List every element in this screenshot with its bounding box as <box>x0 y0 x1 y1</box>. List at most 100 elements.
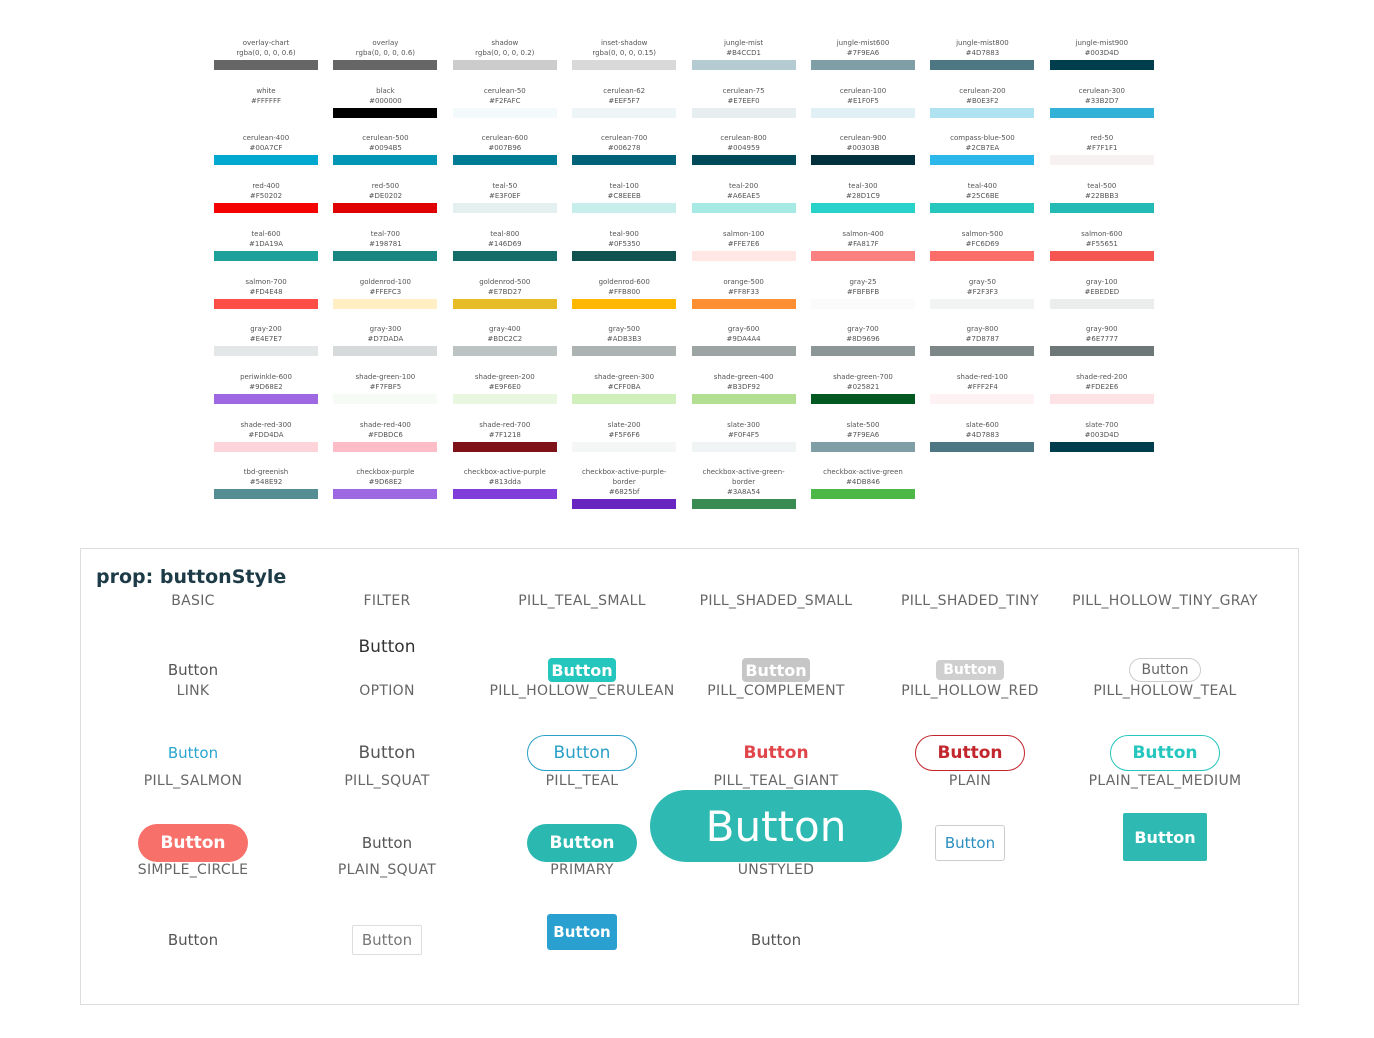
button[interactable]: Button <box>167 661 219 679</box>
button[interactable]: Button <box>527 824 637 862</box>
swatch-value: #813dda <box>488 478 521 487</box>
swatch-bar <box>930 107 1035 118</box>
swatch-name: teal-100 <box>609 182 639 191</box>
button[interactable]: Button <box>352 925 422 955</box>
button[interactable]: Button <box>650 790 902 862</box>
button[interactable]: Button <box>361 834 413 852</box>
swatch: teal-700 #198781 <box>333 229 438 261</box>
swatch-name: shade-red-300 <box>240 420 292 429</box>
swatch-value: #003D4D <box>1084 49 1120 57</box>
swatch-name: salmon-100 <box>722 229 765 238</box>
swatch-value: #9D68E2 <box>249 382 283 391</box>
swatch-value: #DE0202 <box>368 192 403 201</box>
swatch-bar <box>1049 203 1154 214</box>
button-style-label: BASIC <box>171 593 215 609</box>
swatch-value: #BDC2C2 <box>487 335 523 344</box>
swatch: orange-500 #FF8F33 <box>691 277 796 309</box>
swatch-value: #9D68E2 <box>368 478 403 487</box>
swatch: inset-shadow rgba(0, 0, 0, 0.15) <box>572 38 677 70</box>
swatch-name: gray-600 <box>727 325 760 334</box>
swatch-name: teal-50 <box>492 182 518 191</box>
button[interactable]: Button <box>743 743 809 763</box>
swatch: checkbox-purple #9D68E2 <box>333 467 438 500</box>
button-style-label: PILL_HOLLOW_TEAL <box>1093 683 1237 699</box>
swatch-value: #28D1C9 <box>846 192 880 201</box>
button[interactable]: Button <box>358 743 416 763</box>
swatch: cerulean-600 #007B96 <box>452 133 557 166</box>
button[interactable]: Button <box>548 658 616 682</box>
swatch-value: #FFB800 <box>608 287 641 296</box>
swatch-value: #00A7CF <box>249 144 283 153</box>
button[interactable]: Button <box>1129 658 1201 682</box>
button[interactable]: Button <box>742 658 810 682</box>
swatch: teal-400 #25C6BE <box>930 181 1035 214</box>
button-style-label: PLAIN_SQUAT <box>337 862 437 878</box>
swatch-value: #E7BD27 <box>487 287 522 296</box>
button[interactable]: Button <box>936 660 1004 680</box>
swatch-name: gray-200 <box>250 325 282 334</box>
swatch-bar <box>691 298 796 309</box>
swatch-name: shade-red-700 <box>479 420 531 429</box>
swatch-value: #C8EEEB <box>607 192 641 201</box>
swatch-value: #ADB3B3 <box>606 335 642 344</box>
button[interactable]: Button <box>935 825 1005 861</box>
swatch-bar <box>572 298 677 309</box>
swatch-name: shade-green-200 <box>474 372 535 381</box>
swatch-value: #025821 <box>846 382 880 391</box>
button[interactable]: Button <box>750 931 802 949</box>
swatch: shade-red-200 #FDE2E6 <box>1049 372 1154 404</box>
swatch-bar <box>811 60 915 70</box>
swatch-bar <box>930 203 1035 214</box>
swatch: shade-red-400 #FDBDC6 <box>333 420 438 452</box>
swatch: shade-green-100 #F7FBF5 <box>333 372 438 404</box>
swatch-name: compass-blue-500 <box>950 134 1015 143</box>
button[interactable]: Button <box>1110 735 1220 771</box>
swatch: cerulean-400 #00A7CF <box>214 133 318 166</box>
swatch: shadow rgba(0, 0, 0, 0.2) <box>452 38 557 70</box>
swatch-name: gray-400 <box>489 325 521 334</box>
swatch-value: #198781 <box>369 239 402 248</box>
swatch-name: gray-300 <box>369 325 402 334</box>
button[interactable]: Button <box>915 735 1025 771</box>
swatch-value: #003D4D <box>1084 430 1120 439</box>
button[interactable]: Button <box>138 824 248 862</box>
swatch-name: shade-green-400 <box>713 372 774 381</box>
swatch-value: #7D8787 <box>965 335 1000 344</box>
swatch-value: #D7DADA <box>367 335 404 344</box>
button[interactable]: Button <box>167 744 219 762</box>
swatch-name: slate-300 <box>727 420 760 429</box>
swatch-name: jungle-mist900 <box>1075 39 1129 47</box>
swatch-bar <box>1049 107 1154 118</box>
swatch-value: #FFE7E6 <box>727 239 760 248</box>
swatch-name: teal-500 <box>1087 182 1117 191</box>
swatch-bar <box>333 107 438 118</box>
swatch-name: goldenrod-100 <box>359 277 411 286</box>
swatch-bar <box>572 155 677 166</box>
swatch-name: teal-300 <box>848 182 878 191</box>
button[interactable]: Button <box>527 735 637 771</box>
swatch: overlay-chart rgba(0, 0, 0, 0.6) <box>214 38 318 70</box>
swatch-value: rgba(0, 0, 0, 0.6) <box>236 49 296 57</box>
swatch-name: cerulean-800 <box>720 134 767 143</box>
swatch-bar <box>572 60 677 70</box>
button[interactable]: Button <box>167 931 219 949</box>
swatch-value: #22BBB3 <box>1084 192 1119 201</box>
swatch-name: shade-green-700 <box>833 372 893 381</box>
swatch-name: slate-200 <box>607 420 641 429</box>
swatch-bar <box>811 441 915 452</box>
swatch-bar <box>691 203 796 214</box>
swatch-value: #F5F6F6 <box>608 430 640 439</box>
swatch-name: shadow <box>491 39 519 47</box>
swatch-name: shade-red-200 <box>1076 372 1128 381</box>
swatch: gray-25 #FBFBFB <box>811 277 915 309</box>
swatch-value: #FDBDC6 <box>367 430 403 439</box>
swatch-value: #F7F1F1 <box>1086 144 1118 153</box>
swatch-name: shade-green-300 <box>594 372 655 381</box>
swatch-bar <box>930 441 1035 452</box>
button[interactable]: Button <box>1123 813 1207 861</box>
swatch: checkbox-active-purple #813dda <box>452 467 557 500</box>
button[interactable]: Button <box>358 637 416 657</box>
button[interactable]: Button <box>547 914 617 950</box>
swatch-name: cerulean-600 <box>481 134 528 143</box>
